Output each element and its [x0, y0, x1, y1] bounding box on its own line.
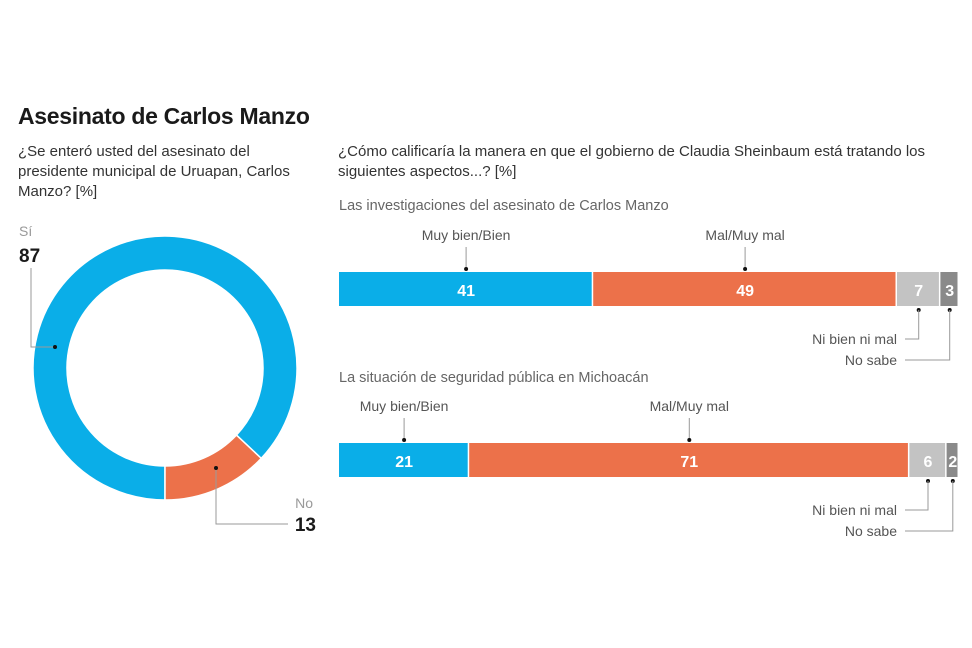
bar-value-0-2: 7	[914, 283, 923, 300]
bar-segment-0-2	[897, 272, 939, 306]
donut-dot-no	[214, 466, 218, 470]
bar-segment-0-3	[940, 272, 958, 306]
donut-slice-si	[32, 235, 298, 501]
donut-label-no: No	[295, 495, 313, 511]
bar-leader-0-3	[905, 310, 951, 361]
donut-leader-no	[215, 468, 288, 525]
bar-value-1-3: 2	[948, 454, 957, 471]
bar-dot-0-0	[464, 267, 469, 271]
bar-leader-0-2	[905, 310, 920, 340]
bar-cat-label-1-3: No sabe	[845, 523, 897, 539]
bars-question: ¿Cómo calificaría la manera en que el go…	[338, 143, 926, 180]
bar-segment-0-0	[339, 272, 592, 306]
donut-label-si: Sí	[19, 223, 32, 239]
bar-cat-label-0-3: No sabe	[845, 352, 897, 368]
bar-segment-1-2	[909, 443, 946, 477]
bar-value-0-0: 41	[457, 283, 475, 300]
bar-cat-label-0-1: Mal/Muy mal	[705, 227, 784, 243]
bar-value-1-1: 71	[680, 454, 698, 471]
bar-cat-label-1-1: Mal/Muy mal	[650, 398, 729, 414]
donut-slice-no	[164, 434, 263, 501]
bar-cat-label-0-2: Ni bien ni mal	[812, 331, 897, 347]
bar-cat-label-1-2: Ni bien ni mal	[812, 502, 897, 518]
bar-segment-1-3	[946, 443, 958, 477]
bar-row-label-1: La situación de seguridad pública en Mic…	[339, 370, 649, 386]
bar-cat-label-1-0: Muy bien/Bien	[360, 398, 449, 414]
bar-segment-1-1	[469, 443, 908, 477]
bar-value-1-0: 21	[395, 454, 413, 471]
bar-segment-1-0	[339, 443, 468, 477]
bar-leader-1-3	[905, 481, 954, 532]
bar-dot-1-0	[402, 438, 407, 442]
donut-question: ¿Se enteró usted del asesinato del presi…	[18, 143, 290, 200]
chart-title: Asesinato de Carlos Manzo	[18, 103, 310, 129]
bar-segment-0-1	[593, 272, 896, 306]
donut-value-no: 13	[295, 515, 316, 536]
donut-leader-si	[30, 268, 55, 348]
bar-leader-1-2	[905, 481, 929, 511]
bar-cat-label-0-0: Muy bien/Bien	[422, 227, 511, 243]
bar-dot-0-1	[743, 267, 748, 271]
bar-dot-1-1	[687, 438, 692, 442]
bar-value-1-2: 6	[924, 454, 933, 471]
donut-dot-si	[53, 345, 57, 349]
bar-value-0-1: 49	[736, 283, 754, 300]
bar-value-0-3: 3	[945, 283, 954, 300]
donut-value-si: 87	[19, 246, 40, 267]
bar-row-label-0: Las investigaciones del asesinato de Car…	[339, 198, 669, 214]
